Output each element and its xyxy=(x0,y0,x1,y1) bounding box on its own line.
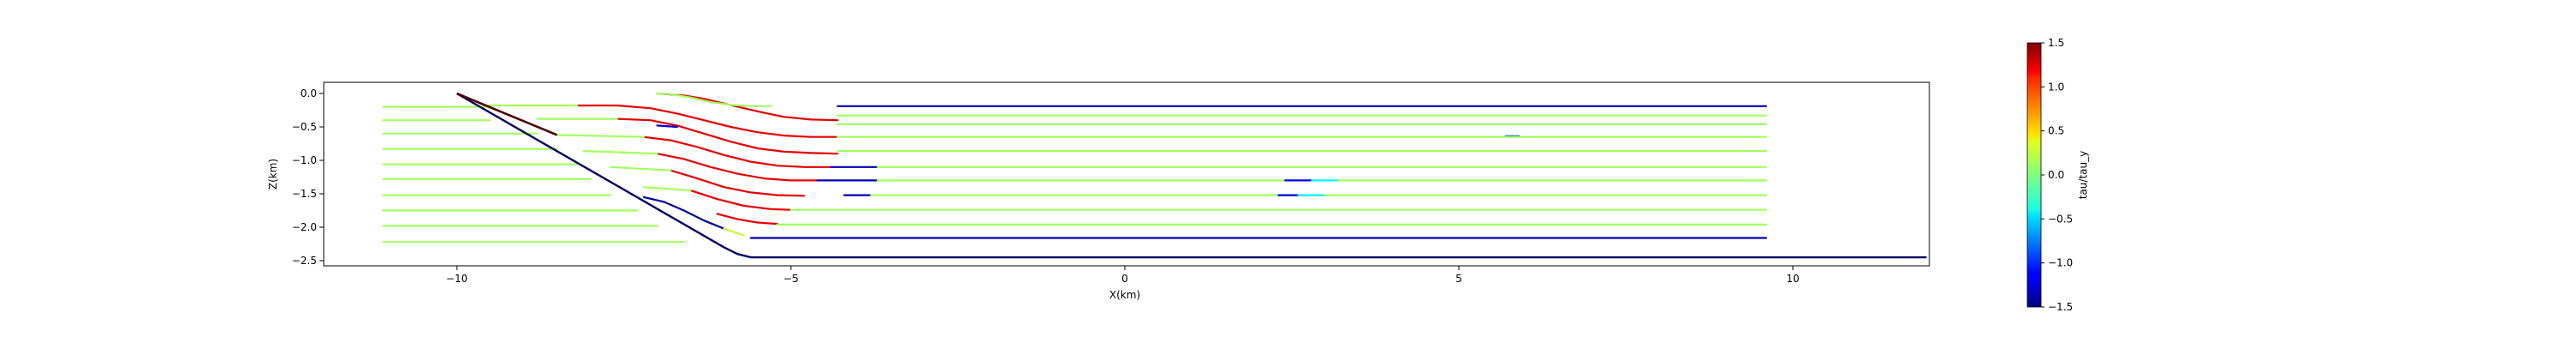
y-axis: 0.0 −0.5 −1.0 −1.5 −2.0 −2.5 xyxy=(292,87,324,267)
y-axis-label: Z(km) xyxy=(267,159,279,190)
colorbar-tick-label: 1.5 xyxy=(2048,37,2064,49)
y-tick-label: −1.0 xyxy=(292,154,317,166)
colorbar-tick-label: −1.5 xyxy=(2048,301,2073,313)
colorbar-tick-label: −0.5 xyxy=(2048,213,2073,225)
streamline-segment xyxy=(609,165,672,172)
streamline xyxy=(642,186,793,211)
colorbar-tick-label: 1.0 xyxy=(2048,81,2064,93)
streamline xyxy=(656,123,1767,137)
streamline-segment xyxy=(669,169,805,197)
streamline-segment xyxy=(656,153,819,182)
surface-fault-line xyxy=(456,92,558,136)
streamline-segment xyxy=(582,150,659,155)
x-tick-label: 0 xyxy=(1121,273,1128,285)
colorbar: 1.5 1.0 0.5 0.0 −0.5 −1.0 −1.5 tau/tau_y xyxy=(2026,37,2089,313)
streamline-segment xyxy=(716,213,779,226)
colorbar-tick-label: −1.0 xyxy=(2048,257,2073,269)
streamline xyxy=(716,213,779,226)
plot-frame xyxy=(323,81,1930,267)
plot-area xyxy=(323,81,1930,267)
streamline-segment xyxy=(656,124,678,129)
colorbar-gradient xyxy=(2026,42,2042,308)
streamline-segment xyxy=(656,92,672,95)
colorbar-tick-label: 0.5 xyxy=(2048,125,2064,137)
streamline-segment xyxy=(575,104,839,138)
streamline-segment xyxy=(642,135,832,168)
streamline xyxy=(556,134,832,168)
streamline xyxy=(582,150,819,182)
streamlines xyxy=(382,92,1767,244)
streamline-segment xyxy=(642,196,726,230)
y-tick-label: −0.5 xyxy=(292,121,317,133)
streamline xyxy=(536,117,839,155)
colorbar-tick-label: 0.0 xyxy=(2048,169,2064,181)
y-tick-label: −2.0 xyxy=(292,221,317,233)
streamline-segment xyxy=(690,190,793,211)
x-axis-label: X(km) xyxy=(1109,289,1140,301)
colorbar-label: tau/tau_y xyxy=(2077,151,2089,199)
streamline-segment xyxy=(669,93,772,107)
streamline xyxy=(669,93,1767,117)
x-tick-label: −10 xyxy=(446,273,467,285)
x-tick-label: 5 xyxy=(1455,273,1462,285)
streamline xyxy=(482,104,839,138)
boundary-lines xyxy=(456,92,1927,259)
x-tick-label: 10 xyxy=(1786,273,1799,285)
colorbar-ticks: 1.5 1.0 0.5 0.0 −0.5 −1.0 −1.5 xyxy=(2041,37,2073,313)
streamline-segment xyxy=(556,134,645,138)
y-tick-label: 0.0 xyxy=(301,87,317,99)
domain-boundary-line xyxy=(456,92,1927,259)
streamline-segment xyxy=(616,117,839,155)
streamline xyxy=(642,196,745,237)
x-tick-label: −5 xyxy=(783,273,799,285)
x-axis: −10 −5 0 5 10 xyxy=(446,266,1800,285)
streamline-segment xyxy=(642,186,692,192)
streamline-segment xyxy=(723,227,745,237)
streamline xyxy=(609,165,805,197)
y-tick-label: −2.5 xyxy=(292,255,317,267)
y-tick-label: −1.5 xyxy=(292,188,317,200)
